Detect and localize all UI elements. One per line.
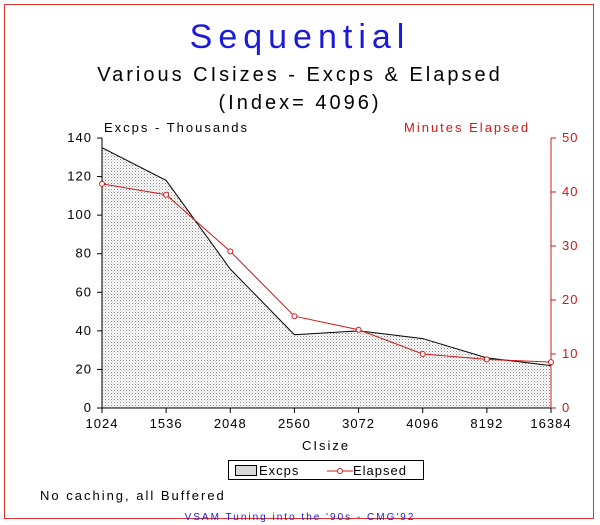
elapsed-point [483,356,490,363]
chart-title: Sequential [189,18,411,56]
x-tick-label: 16384 [530,416,571,431]
y-right-tick-label: 20 [562,292,578,307]
y-right-tick-label: 50 [562,130,578,145]
y-left-tick-label: 20 [76,361,92,376]
excps-line [101,147,552,367]
excps-area [102,147,551,408]
legend-elapsed-marker [327,468,353,474]
x-tick-label: 8192 [470,416,503,431]
elapsed-point [291,313,298,320]
elapsed-point [548,359,554,366]
legend-elapsed-label: Elapsed [353,463,407,478]
chart-legend: Excps Elapsed [228,460,424,480]
x-tick-label: 2560 [278,416,311,431]
legend-excps-swatch [235,465,257,476]
y-left-tick-label: 60 [76,284,92,299]
elapsed-point [163,191,170,198]
chart-footer: VSAM Tuning into the '90s - CMG'92 [184,512,416,523]
x-tick-label: 1024 [86,416,119,431]
x-tick-label: 3072 [342,416,375,431]
x-tick-label: 2048 [214,416,247,431]
x-tick-label: 4096 [406,416,439,431]
y-right-tick-label: 10 [562,346,578,361]
legend-excps-label: Excps [259,463,300,478]
y-left-tick-label: 100 [67,207,92,222]
y-left-tick-label: 0 [84,400,92,415]
y-axis-right-label: Minutes Elapsed [404,120,531,135]
y-left-tick-label: 40 [76,323,92,338]
elapsed-point [355,326,362,333]
y-left-tick-label: 140 [67,130,92,145]
y-right-tick-label: 0 [562,400,570,415]
elapsed-point [99,180,105,187]
elapsed-point [419,351,426,357]
chart-subtitle: Various CIsizes - Excps & Elapsed [97,64,503,86]
elapsed-line [101,183,552,363]
y-axis-left-label: Excps - Thousands [104,120,250,135]
y-left-tick-label: 80 [76,246,92,261]
x-tick-label: 1536 [150,416,183,431]
chart-frame [4,4,594,519]
chart-subtitle-index: (Index= 4096) [218,92,382,114]
y-right-tick-label: 30 [562,238,578,253]
chart-note: No caching, all Buffered [40,488,226,503]
y-right-tick-label: 40 [562,184,578,199]
x-axis-label: CIsize [301,438,351,453]
elapsed-point [227,248,234,255]
y-left-tick-label: 120 [67,169,92,184]
